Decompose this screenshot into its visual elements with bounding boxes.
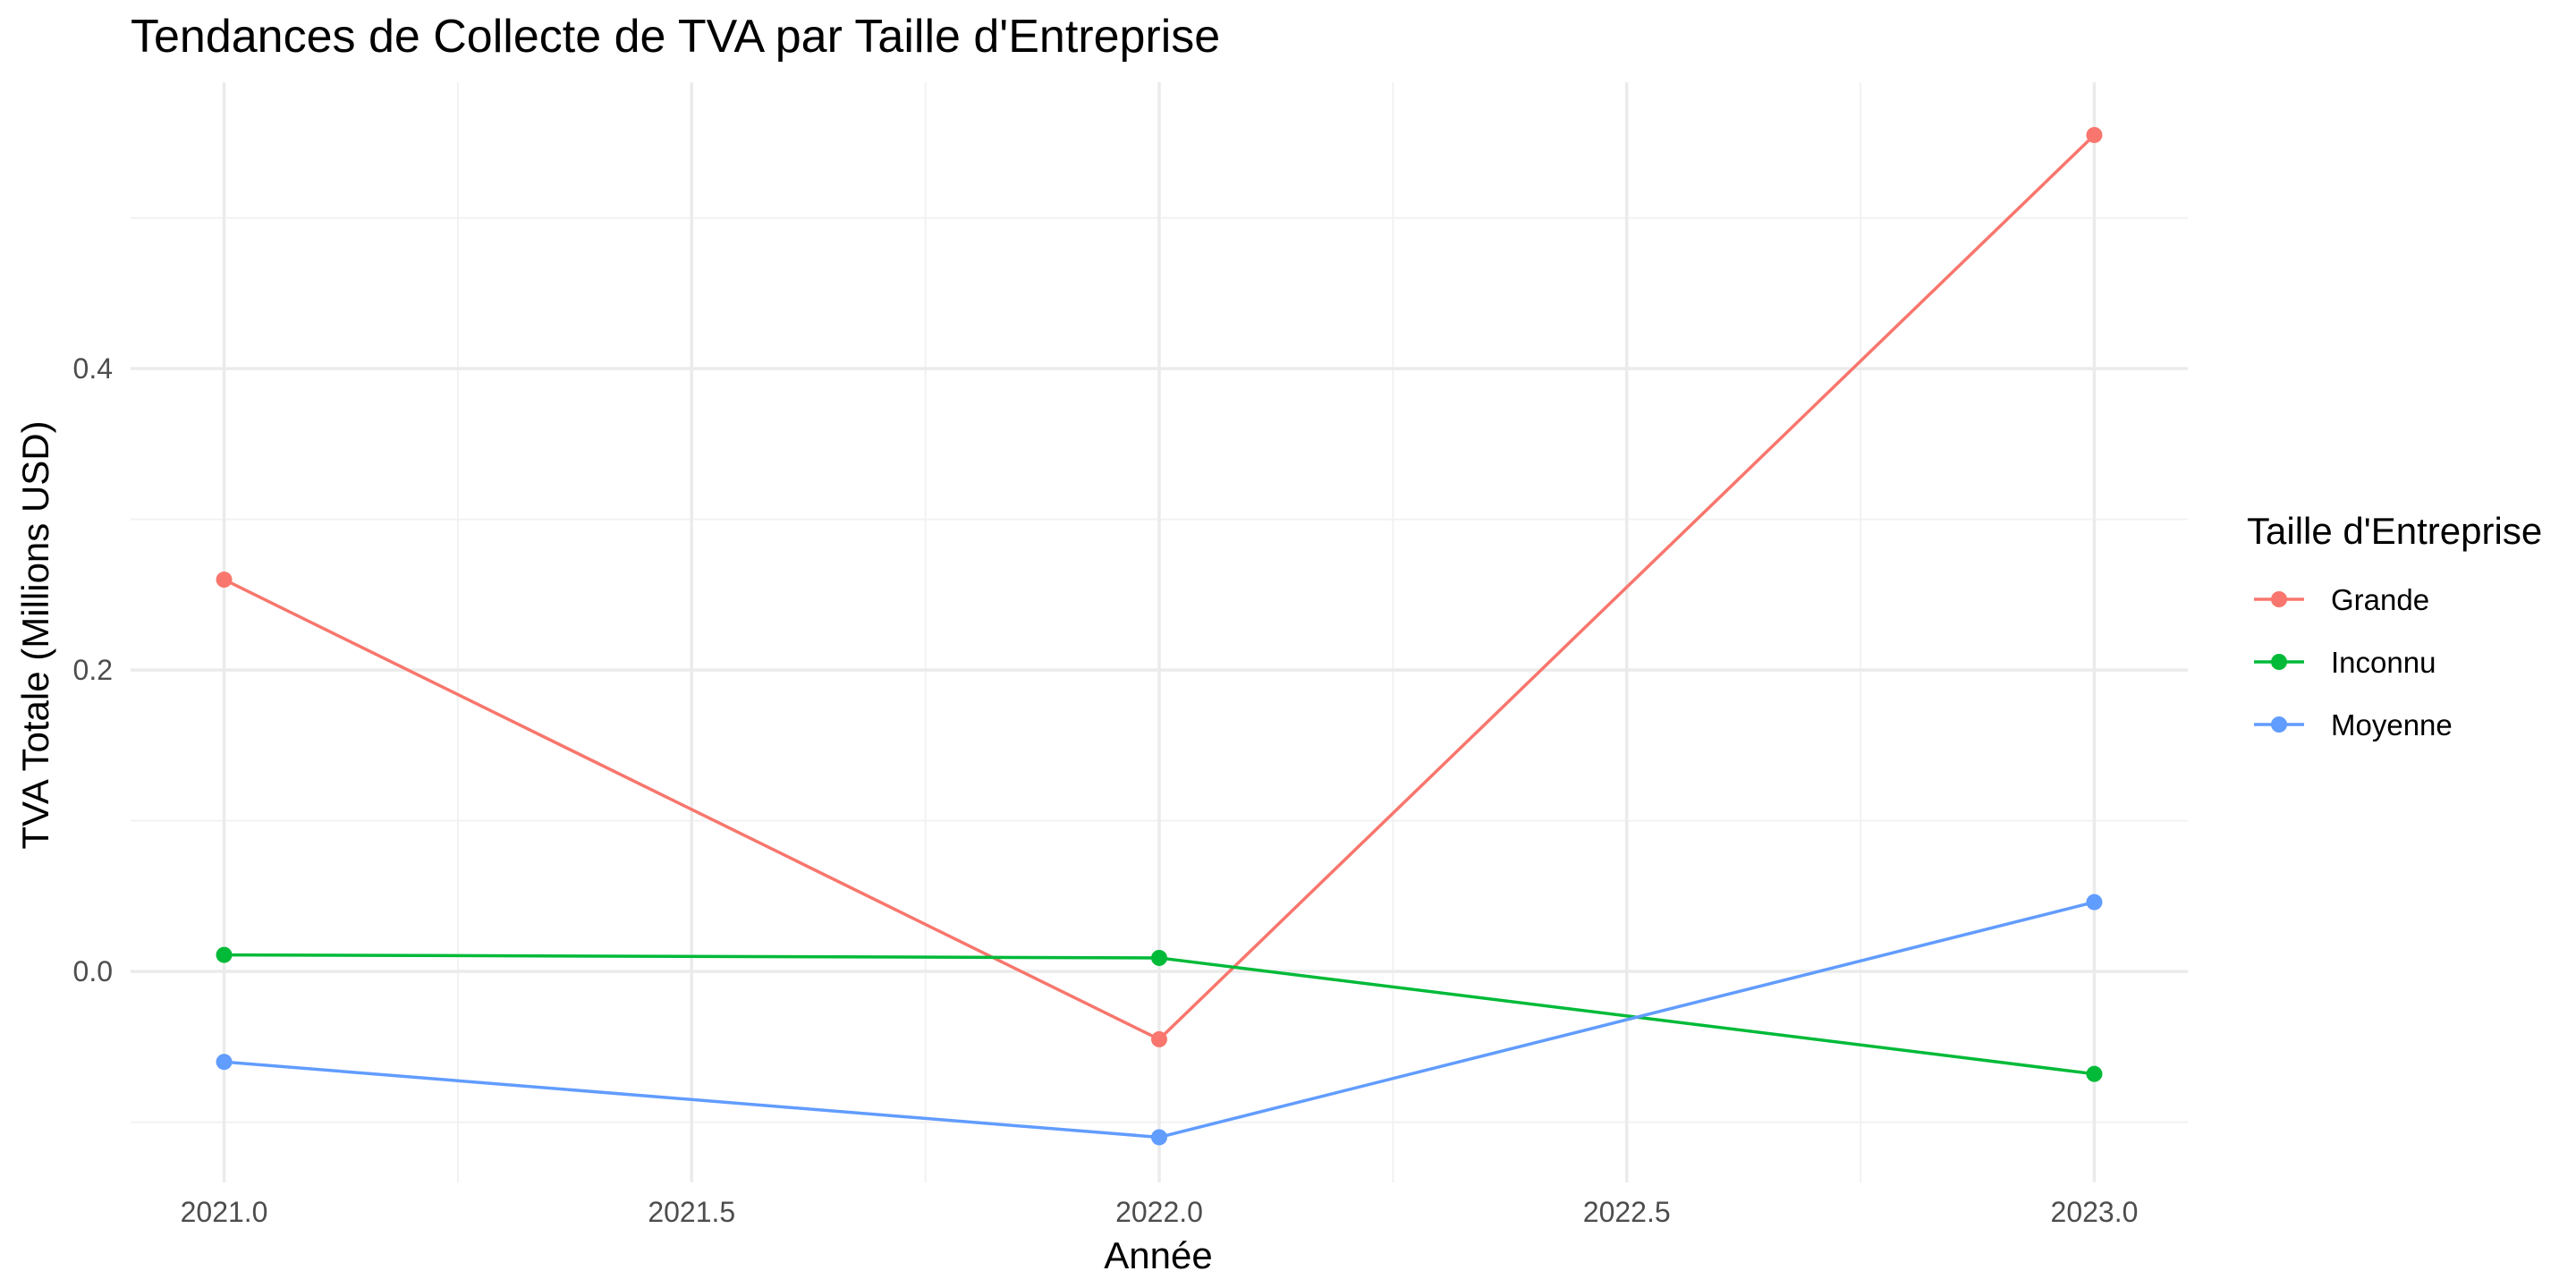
data-point-grande	[2086, 126, 2103, 143]
x-tick-label: 2022.0	[1115, 1196, 1203, 1228]
y-axis-title: TVA Totale (Millions USD)	[14, 420, 56, 849]
y-tick-label: 0.0	[73, 955, 113, 987]
legend-key-point	[2271, 654, 2287, 670]
data-point-moyenne	[2086, 894, 2103, 911]
legend-items: Grande Inconnu Moyenne	[2254, 583, 2453, 741]
legend-title: Taille d'Entreprise	[2247, 510, 2542, 552]
data-point-moyenne	[1151, 1129, 1167, 1146]
x-axis-title: Année	[1104, 1234, 1212, 1276]
x-tick-label: 2022.5	[1583, 1196, 1671, 1228]
series-lines	[216, 126, 2103, 1146]
x-tick-label: 2021.5	[648, 1196, 735, 1228]
legend: Taille d'Entreprise Grande Inconnu Moyenne	[2247, 510, 2542, 741]
y-axis-ticks: 0.0 0.2 0.4	[73, 352, 113, 987]
data-point-inconnu	[1151, 949, 1167, 966]
data-point-grande	[1151, 1030, 1167, 1047]
series-grande	[216, 126, 2103, 1047]
y-tick-label: 0.2	[73, 654, 113, 686]
y-tick-label: 0.4	[73, 352, 113, 385]
data-point-inconnu	[2086, 1065, 2103, 1082]
legend-label: Inconnu	[2331, 646, 2436, 679]
grid	[131, 82, 2188, 1182]
x-tick-label: 2023.0	[2051, 1196, 2139, 1228]
legend-item-grande: Grande	[2254, 583, 2429, 616]
legend-key-point	[2271, 716, 2287, 733]
legend-item-moyenne: Moyenne	[2254, 708, 2453, 741]
legend-item-inconnu: Inconnu	[2254, 646, 2436, 679]
series-inconnu	[216, 946, 2103, 1082]
x-tick-label: 2021.0	[181, 1196, 268, 1228]
legend-label: Moyenne	[2331, 708, 2453, 741]
chart-title: Tendances de Collecte de TVA par Taille …	[131, 11, 1220, 63]
data-point-grande	[216, 572, 233, 589]
data-point-moyenne	[216, 1054, 233, 1071]
legend-key-point	[2271, 591, 2287, 607]
x-axis-ticks: 2021.0 2021.5 2022.0 2022.5 2023.0	[181, 1196, 2139, 1228]
data-point-inconnu	[216, 946, 233, 963]
legend-label: Grande	[2331, 583, 2429, 616]
series-moyenne	[216, 894, 2103, 1146]
